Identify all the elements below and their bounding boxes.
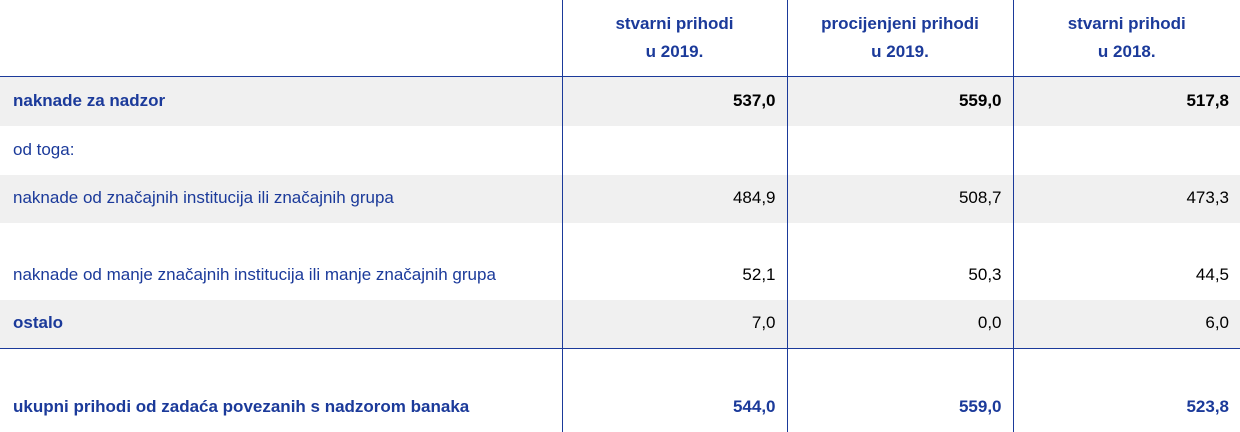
header-row: stvarni prihodi u 2019. procijenjeni prih… <box>0 0 1240 77</box>
header-line: u 2019. <box>645 42 704 61</box>
row: naknade od manje značajnih institucija i… <box>0 223 1240 300</box>
total-row: ukupni prihodi od zadaća povezanih s nad… <box>0 347 1240 432</box>
row-label: ostalo <box>0 300 562 348</box>
row: od toga: <box>0 126 1240 175</box>
row-label: naknade za nadzor <box>0 76 562 126</box>
row: ostalo 7,0 0,0 6,0 <box>0 300 1240 348</box>
cell-empty <box>786 126 1013 175</box>
cell-value: 537,0 <box>561 76 787 126</box>
header-cell: procijenjeni prihodi u 2019. <box>786 0 1013 77</box>
header-cell: stvarni prihodi u 2019. <box>561 0 787 77</box>
header-blank <box>0 0 562 77</box>
row-label: od toga: <box>13 140 75 159</box>
row: naknade za nadzor 537,0 559,0 517,8 <box>0 76 1240 126</box>
row: naknade od značajnih institucija ili zna… <box>0 175 1240 223</box>
cell-value: 52,1 <box>561 223 787 300</box>
cell-value: 544,0 <box>561 347 787 432</box>
cell-value: 508,7 <box>786 175 1013 223</box>
cell-value: 473,3 <box>1012 175 1240 223</box>
cell-value: 559,0 <box>786 76 1013 126</box>
cell-value: 517,8 <box>1012 76 1240 126</box>
cell-value: 559,0 <box>786 347 1013 432</box>
cell-value: 44,5 <box>1012 223 1240 300</box>
header-line: procijenjeni prihodi <box>821 14 979 33</box>
cell-value: 0,0 <box>786 300 1013 348</box>
header-cell: stvarni prihodi u 2018. <box>1012 0 1240 77</box>
header-line: stvarni prihodi <box>1067 14 1186 33</box>
cell-value: 7,0 <box>561 300 787 348</box>
cell-value: 484,9 <box>561 175 787 223</box>
header-line: u 2019. <box>871 42 929 61</box>
row-label: naknade od manje značajnih institucija i… <box>13 265 496 284</box>
cell-value: 523,8 <box>1012 347 1240 432</box>
cell-value: 50,3 <box>786 223 1013 300</box>
cell-empty <box>1012 126 1240 175</box>
cell-value: 6,0 <box>1012 300 1240 348</box>
row-label: naknade od značajnih institucija ili zna… <box>0 175 562 223</box>
header-line: stvarni prihodi <box>615 14 734 33</box>
header-line: u 2018. <box>1097 42 1156 61</box>
cell-empty <box>561 126 787 175</box>
row-label: ukupni prihodi od zadaća povezanih s nad… <box>0 347 562 432</box>
